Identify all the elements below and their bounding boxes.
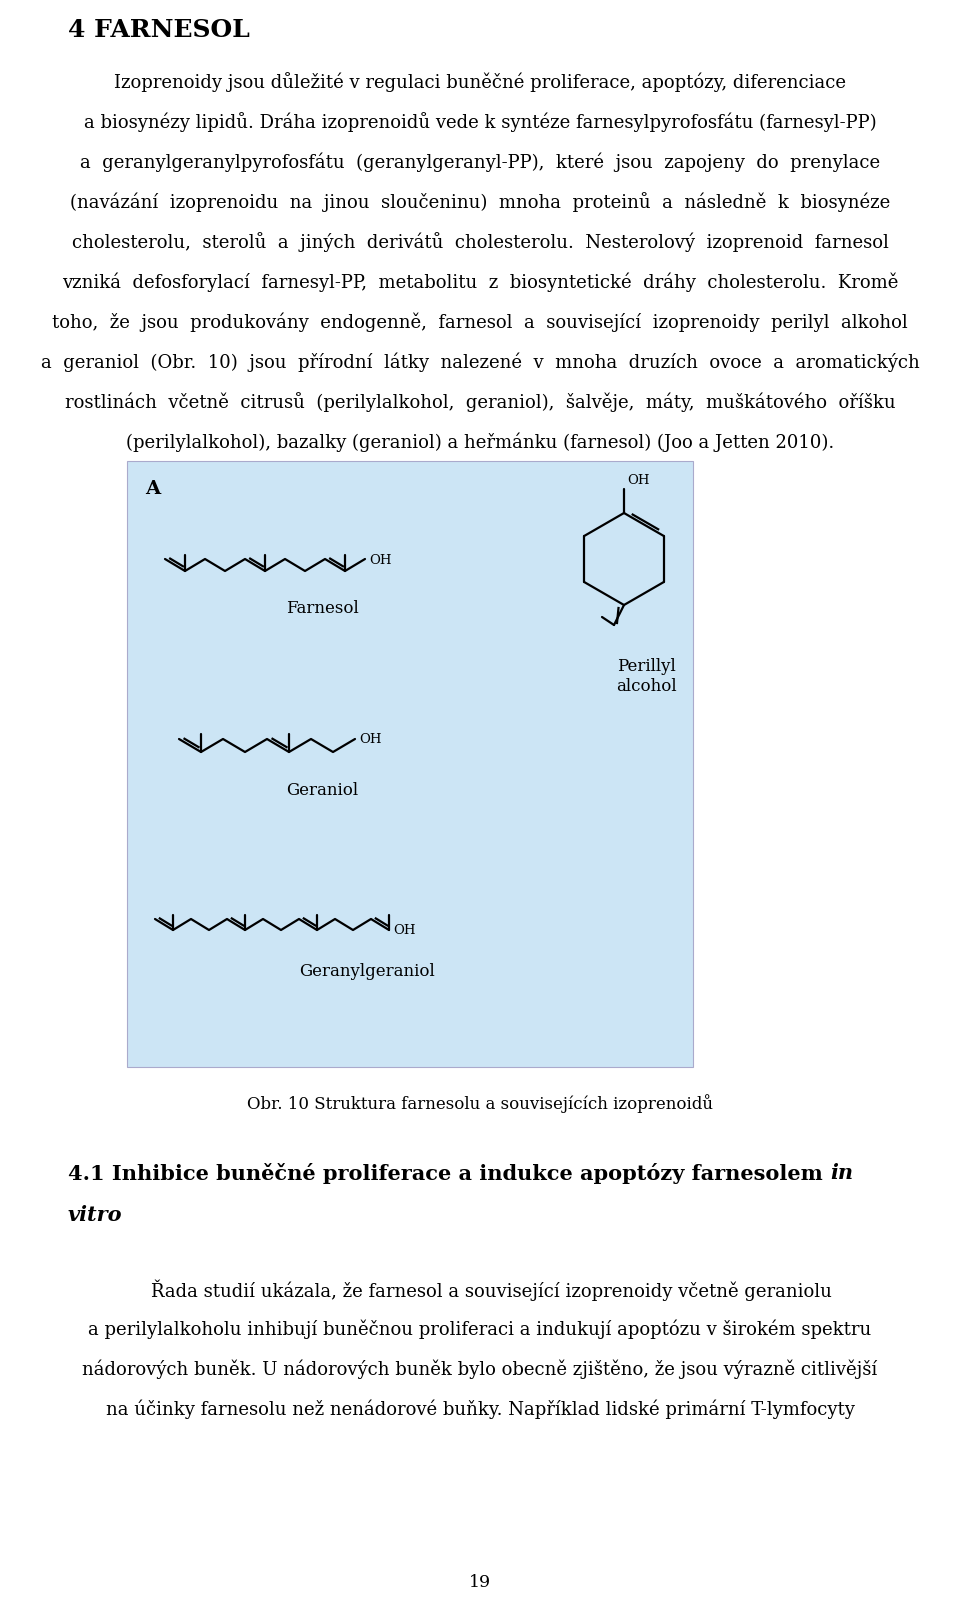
Text: na účinky farnesolu než nenádorové buňky. Například lidské primární T-lymfocyty: na účinky farnesolu než nenádorové buňky… <box>106 1400 854 1419</box>
Text: a perilylalkoholu inhibují buněčnou proliferaci a indukují apoptózu v širokém sp: a perilylalkoholu inhibují buněčnou prol… <box>88 1319 872 1339</box>
Text: 4.1 Inhibice buněčné proliferace a indukce apoptózy farnesolem: 4.1 Inhibice buněčné proliferace a induk… <box>68 1162 830 1183</box>
Text: Řada studií ukázala, že farnesol a související izoprenoidy včetně geraniolu: Řada studií ukázala, že farnesol a souvi… <box>128 1279 832 1300</box>
Text: (navázání  izoprenoidu  na  jinou  sloučeninu)  mnoha  proteinů  a  následně  k : (navázání izoprenoidu na jinou sloučenin… <box>70 193 890 212</box>
FancyBboxPatch shape <box>127 462 693 1067</box>
Text: OH: OH <box>369 554 392 567</box>
Text: OH: OH <box>359 733 381 746</box>
Text: OH: OH <box>627 473 650 486</box>
Text: Obr. 10 Struktura farnesolu a souvisejících izoprenoidů: Obr. 10 Struktura farnesolu a souvisejíc… <box>247 1093 713 1112</box>
Text: cholesterolu,  sterolů  a  jiných  derivátů  cholesterolu.  Nesterolový  izopre: cholesterolu, sterolů a jiných derivátů … <box>72 231 888 252</box>
Text: toho,  že  jsou  produkovány  endogenně,  farnesol  a  související  izoprenoidy : toho, že jsou produkovány endogenně, far… <box>52 311 908 331</box>
Text: rostlinách  včetně  citrusů  (perilylalkohol,  geraniol),  šalvěje,  máty,  mušk: rostlinách včetně citrusů (perilylalkoho… <box>64 392 896 412</box>
Text: a  geranylgeranylpyrofosfátu  (geranylgeranyl-PP),  které  jsou  zapojeny  do  p: a geranylgeranylpyrofosfátu (geranylgera… <box>80 152 880 172</box>
Text: A: A <box>145 480 160 498</box>
Text: a biosynézy lipidů. Dráha izoprenoidů vede k syntéze farnesylpyrofosfátu (farnes: a biosynézy lipidů. Dráha izoprenoidů ve… <box>84 112 876 132</box>
Text: a  geraniol  (Obr.  10)  jsou  přírodní  látky  nalezené  v  mnoha  druzích  ovo: a geraniol (Obr. 10) jsou přírodní látky… <box>40 351 920 371</box>
Text: Perillyl: Perillyl <box>616 658 676 674</box>
Text: 4 FARNESOL: 4 FARNESOL <box>68 18 250 42</box>
Text: (perilylalkohol), bazalky (geraniol) a heřmánku (farnesol) (Joo a Jetten 2010).: (perilylalkohol), bazalky (geraniol) a h… <box>126 432 834 451</box>
Text: vitro: vitro <box>68 1204 123 1225</box>
Text: OH: OH <box>393 924 416 937</box>
Text: Geranylgeraniol: Geranylgeraniol <box>300 963 435 979</box>
Text: alcohol: alcohol <box>615 677 676 695</box>
Text: vzniká  defosforylací  farnesyl-PP,  metabolitu  z  biosyntetické  dráhy  choles: vzniká defosforylací farnesyl-PP, metabo… <box>61 271 899 292</box>
Text: Izoprenoidy jsou důležité v regulaci buněčné proliferace, apoptózy, diferenciace: Izoprenoidy jsou důležité v regulaci bun… <box>114 72 846 91</box>
Text: Geraniol: Geraniol <box>286 782 358 799</box>
Text: 19: 19 <box>468 1573 492 1591</box>
Text: nádorových buněk. U nádorových buněk bylo obecně zjištěno, že jsou výrazně citli: nádorových buněk. U nádorových buněk byl… <box>83 1359 877 1379</box>
Text: in: in <box>830 1162 853 1183</box>
Text: Farnesol: Farnesol <box>286 600 358 616</box>
